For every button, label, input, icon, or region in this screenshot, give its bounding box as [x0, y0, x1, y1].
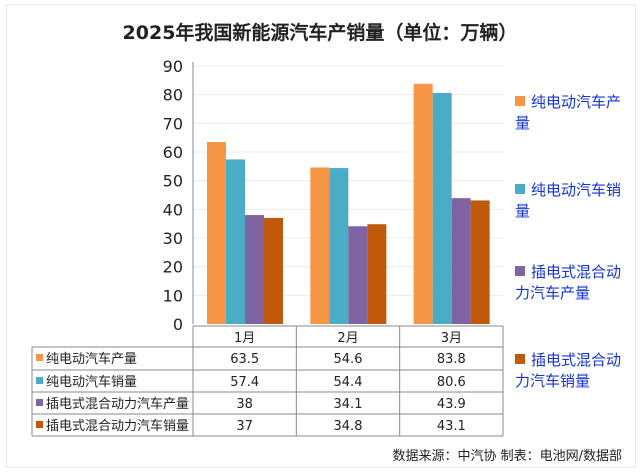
table-cell-value: 54.6	[334, 352, 363, 367]
legend-item: 纯电动汽车销量	[515, 180, 635, 222]
table-cell-value: 80.6	[437, 375, 466, 390]
bar-4-3	[470, 200, 490, 324]
legend-label: 插电式混合动力汽车产量	[515, 263, 622, 302]
y-tick-label: 90	[163, 57, 183, 76]
source-note: 数据来源：中汽协 制表：电池网/数据部	[392, 449, 622, 464]
table-cell-value: 37	[236, 419, 253, 434]
bar-3-2	[348, 226, 368, 324]
legend-label: 插电式混合动力汽车销量	[515, 351, 622, 390]
bar-4-2	[367, 224, 387, 324]
bar-4-1	[264, 217, 283, 324]
x-category-label: 3月	[441, 331, 462, 346]
bar-1-3	[413, 83, 433, 324]
bar-2-3	[432, 92, 452, 325]
legend-label: 纯电动汽车销量	[515, 181, 622, 220]
table-cell-value: 63.5	[230, 352, 259, 367]
table-cell-value: 38	[236, 397, 253, 412]
bar-1-2	[310, 167, 330, 324]
table-cell-value: 57.4	[230, 375, 259, 390]
legend-item: 插电式混合动力汽车产量	[515, 262, 635, 304]
legend-swatch	[515, 96, 525, 106]
table-cell-value: 83.8	[437, 352, 466, 367]
table-cell-value: 54.4	[334, 375, 363, 390]
table-cell-value: 34.8	[334, 419, 363, 434]
table-cell-value: 43.1	[437, 419, 466, 434]
legend-item: 插电式混合动力汽车销量	[515, 350, 635, 392]
y-tick-label: 0	[173, 315, 183, 334]
table-legend-key	[36, 354, 43, 361]
bar-3-3	[451, 198, 471, 324]
x-category-label: 1月	[234, 331, 255, 346]
table-legend-key	[36, 377, 43, 384]
table-series-label: 插电式混合动力汽车产量	[46, 396, 189, 412]
bar-2-1	[226, 159, 245, 324]
legend-swatch	[515, 184, 525, 194]
y-tick-label: 20	[163, 258, 183, 277]
y-tick-label: 80	[163, 86, 183, 105]
table-cell-value: 34.1	[334, 397, 363, 412]
y-tick-label: 40	[163, 200, 183, 219]
chart-title: 2025年我国新能源汽车产销量（单位：万辆）	[122, 22, 518, 44]
legend-item: 纯电动汽车产量	[515, 92, 635, 134]
y-tick-label: 10	[163, 286, 183, 305]
table-legend-key	[36, 421, 43, 428]
chart-frame	[6, 4, 636, 468]
y-tick-label: 30	[163, 229, 183, 248]
bar-2-2	[329, 168, 349, 324]
bar-1-1	[207, 141, 226, 324]
table-series-label: 纯电动汽车产量	[46, 351, 137, 367]
table-cell-value: 43.9	[437, 397, 466, 412]
y-tick-label: 70	[163, 114, 183, 133]
y-tick-label: 50	[163, 172, 183, 191]
table-series-label: 纯电动汽车销量	[46, 374, 137, 390]
table-series-label: 插电式混合动力汽车销量	[46, 418, 189, 434]
x-category-label: 2月	[337, 331, 358, 346]
table-legend-key	[36, 399, 43, 406]
legend-swatch	[515, 354, 525, 364]
y-tick-label: 60	[163, 143, 183, 162]
bar-3-1	[245, 215, 264, 324]
legend-label: 纯电动汽车产量	[515, 93, 622, 132]
legend-swatch	[515, 266, 525, 276]
